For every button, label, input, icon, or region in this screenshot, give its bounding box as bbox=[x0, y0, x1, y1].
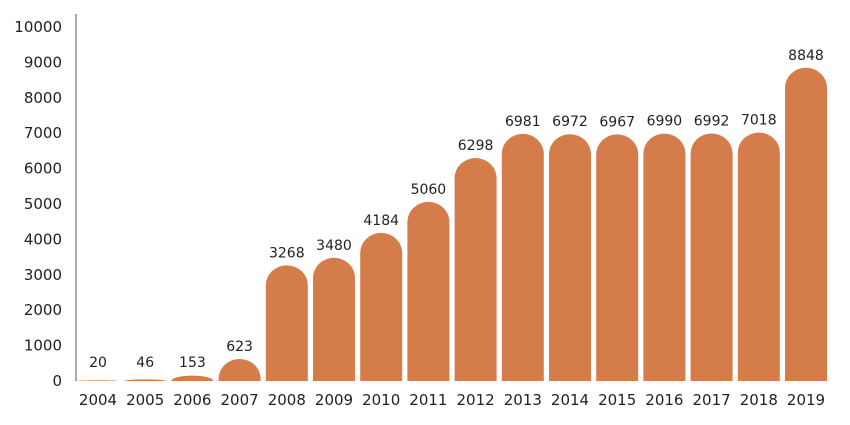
bar-2019 bbox=[785, 67, 827, 382]
data-label-2017: 6992 bbox=[694, 113, 730, 129]
bar-2009 bbox=[313, 257, 355, 381]
x-tick-label: 2008 bbox=[268, 391, 306, 409]
y-tick-label: 1000 bbox=[24, 337, 62, 355]
data-label-2010: 4184 bbox=[363, 213, 399, 229]
x-tick-label: 2010 bbox=[362, 391, 400, 409]
bar-2013 bbox=[501, 133, 544, 381]
x-tick-label: 2011 bbox=[409, 391, 447, 409]
data-label-2015: 6967 bbox=[599, 114, 635, 130]
bar-2006 bbox=[171, 375, 214, 381]
y-tick-label: 8000 bbox=[24, 89, 62, 107]
x-tick-label: 2017 bbox=[693, 391, 731, 409]
data-label-2014: 6972 bbox=[552, 114, 588, 130]
bar-2012 bbox=[454, 158, 497, 381]
data-label-2005: 46 bbox=[136, 355, 154, 371]
data-label-2008: 3268 bbox=[269, 245, 305, 261]
x-tick-label: 2004 bbox=[79, 391, 117, 409]
x-tick-label: 2006 bbox=[173, 391, 211, 409]
x-tick-label: 2019 bbox=[787, 391, 825, 409]
y-tick-label: 5000 bbox=[24, 195, 62, 213]
data-label-2016: 6990 bbox=[647, 114, 683, 130]
data-labels: 20 46 153 623 3268 3480 4184 5060 6298 6981 6972 69… bbox=[89, 48, 824, 371]
y-tick-label: 0 bbox=[52, 372, 62, 390]
x-tick-label: 2013 bbox=[504, 391, 542, 409]
data-label-2004: 20 bbox=[89, 355, 107, 371]
y-tick-label: 10000 bbox=[14, 18, 62, 36]
data-label-2006: 153 bbox=[179, 355, 206, 371]
bar-2011 bbox=[407, 201, 450, 381]
bar-2018 bbox=[737, 132, 780, 381]
x-tick-label: 2012 bbox=[457, 391, 495, 409]
y-tick-label: 9000 bbox=[24, 53, 62, 71]
data-label-2018: 7018 bbox=[741, 113, 777, 129]
bar-2010 bbox=[360, 232, 403, 381]
data-label-2009: 3480 bbox=[316, 238, 352, 254]
x-tick-label: 2005 bbox=[126, 391, 164, 409]
y-tick-label: 3000 bbox=[24, 266, 62, 284]
bar-2016 bbox=[643, 133, 686, 381]
data-label-2011: 5060 bbox=[411, 182, 447, 198]
x-tick-label: 2018 bbox=[740, 391, 778, 409]
bar-2014 bbox=[549, 134, 591, 381]
y-tick-label: 7000 bbox=[24, 124, 62, 142]
x-tick-label: 2016 bbox=[645, 391, 683, 409]
bar-2004 bbox=[77, 380, 119, 381]
data-label-2012: 6298 bbox=[458, 138, 494, 154]
bar-2008 bbox=[265, 265, 308, 381]
x-tick-label: 2015 bbox=[598, 391, 636, 409]
y-tick-label: 4000 bbox=[24, 230, 62, 248]
y-tick-label: 6000 bbox=[24, 160, 62, 178]
data-label-2013: 6981 bbox=[505, 114, 541, 130]
bar-2005 bbox=[124, 379, 167, 381]
bar-2015 bbox=[596, 134, 639, 381]
y-tick-label: 2000 bbox=[24, 301, 62, 319]
bars bbox=[77, 67, 827, 382]
data-label-2007: 623 bbox=[226, 339, 253, 355]
bar-2007 bbox=[218, 358, 261, 381]
x-tick-labels: 2004 2005 2006 2007 2008 2009 2010 2011 2012 2013… bbox=[79, 391, 825, 409]
bar-2017 bbox=[690, 133, 733, 381]
y-tick-labels: 0 1000 2000 3000 4000 5000 6000 7000 8000 9000 100… bbox=[14, 18, 62, 390]
x-tick-label: 2014 bbox=[551, 391, 589, 409]
data-label-2019: 8848 bbox=[788, 48, 824, 64]
x-tick-label: 2009 bbox=[315, 391, 353, 409]
x-tick-label: 2007 bbox=[221, 391, 259, 409]
